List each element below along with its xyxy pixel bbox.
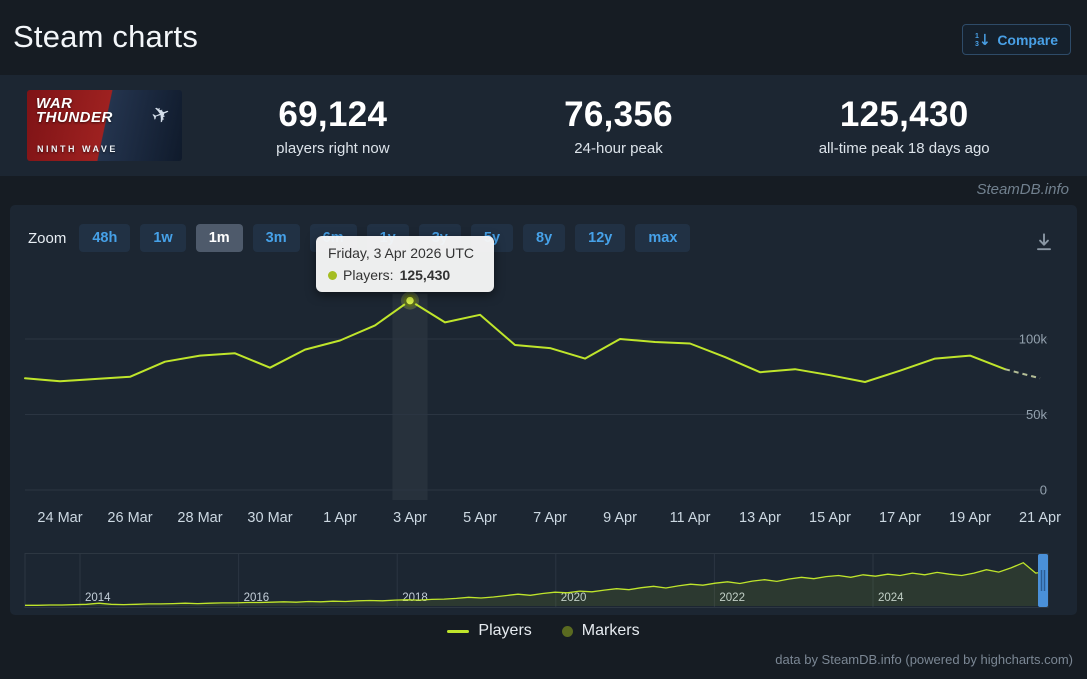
tooltip-date: Friday, 3 Apr 2026 UTC — [328, 245, 475, 261]
zoom-button-1m[interactable]: 1m — [195, 224, 243, 252]
watermark: SteamDB.info — [976, 181, 1069, 198]
svg-text:1: 1 — [975, 33, 979, 40]
legend-label: Markers — [581, 622, 640, 639]
peak-24h-value: 76,356 — [564, 94, 673, 134]
x-axis-label: 21 Apr — [1019, 510, 1061, 526]
x-axis-label: 26 Mar — [107, 510, 152, 526]
tooltip-series-label: Players: — [343, 267, 394, 283]
stat-24h-peak: 76,356 24-hour peak — [476, 75, 762, 176]
legend-line-swatch — [447, 629, 470, 633]
zoom-button-max[interactable]: max — [635, 224, 691, 252]
x-axis-label: 3 Apr — [393, 510, 427, 526]
players-chart[interactable]: 0 50k 100k 24 Mar 26 Mar 28 Mar 30 Mar 1 Apr 3 A… — [10, 205, 1077, 615]
x-axis-label: 5 Apr — [463, 510, 497, 526]
x-axis-label: 19 Apr — [949, 510, 991, 526]
players-now-value: 69,124 — [278, 94, 388, 134]
x-axis-label: 24 Mar — [37, 510, 82, 526]
y-axis-label: 50k — [1026, 407, 1047, 422]
game-capsule[interactable]: WAR THUNDER ✈ NINTH WAVE — [27, 90, 182, 161]
compare-button[interactable]: 1 3 Compare — [962, 24, 1071, 55]
x-axis-label: 13 Apr — [739, 510, 781, 526]
compare-label: Compare — [997, 31, 1058, 48]
legend-item-markers[interactable]: Markers — [561, 622, 640, 640]
x-axis-label: 30 Mar — [247, 510, 292, 526]
page-title: Steam charts — [13, 19, 199, 54]
stats-row: 69,124 players right now 76,356 24-hour … — [190, 75, 1047, 176]
svg-text:3: 3 — [975, 41, 979, 47]
alltime-peak-label: all-time peak 18 days ago — [818, 139, 990, 157]
zoom-toolbar: Zoom 48h1w1m3m6m1y3y5y8y12ymax — [28, 224, 691, 252]
game-logo-text: WAR THUNDER — [36, 95, 113, 126]
x-axis-label: 1 Apr — [323, 510, 357, 526]
zoom-label: Zoom — [28, 229, 67, 247]
players-line-partial — [1004, 368, 1041, 380]
stat-alltime-peak: 125,430 all-time peak 18 days ago — [761, 75, 1047, 176]
navigator-year-label: 2016 — [244, 592, 270, 604]
zoom-button-8y[interactable]: 8y — [523, 224, 566, 252]
tooltip-marker-dot — [328, 270, 337, 280]
tooltip-value: 125,430 — [399, 267, 451, 283]
download-icon — [1037, 233, 1051, 251]
plane-icon: ✈ — [147, 99, 174, 130]
chart-panel: 0 50k 100k 24 Mar 26 Mar 28 Mar 30 Mar 1 Apr 3 A… — [10, 205, 1077, 615]
navigator-year-label: 2020 — [561, 592, 587, 604]
stats-panel: WAR THUNDER ✈ NINTH WAVE 69,124 players … — [0, 75, 1087, 176]
navigator-year-label: 2014 — [85, 592, 111, 604]
zoom-button-3m[interactable]: 3m — [252, 224, 300, 252]
chart-tooltip: Friday, 3 Apr 2026 UTC Players: 125,430 — [316, 236, 494, 292]
stat-players-now: 69,124 players right now — [190, 75, 476, 176]
y-axis-label: 100k — [1019, 332, 1048, 347]
navigator-line — [25, 561, 1049, 606]
x-axis-label: 15 Apr — [809, 510, 851, 526]
legend-label: Players — [478, 622, 532, 639]
download-chart-button[interactable] — [1033, 231, 1055, 256]
x-axis-label: 9 Apr — [603, 510, 637, 526]
x-axis-label: 11 Apr — [670, 510, 711, 526]
crosshair-band — [392, 293, 428, 500]
legend-dot-swatch — [561, 625, 573, 637]
navigator-area — [25, 562, 1048, 606]
players-line — [24, 299, 1006, 383]
zoom-button-1w[interactable]: 1w — [140, 224, 186, 252]
tooltip-row: Players: 125,430 — [328, 267, 482, 283]
navigator-year-label: 2024 — [878, 592, 904, 604]
x-axis-label: 7 Apr — [533, 510, 567, 526]
game-subtitle: NINTH WAVE — [37, 144, 118, 154]
highcharts-credits: data by SteamDB.info (powered by highcha… — [775, 652, 1073, 667]
zoom-button-48h[interactable]: 48h — [79, 224, 131, 252]
zoom-button-12y[interactable]: 12y — [575, 224, 626, 252]
x-axis-label: 17 Apr — [879, 510, 921, 526]
navigator-year-label: 2018 — [402, 592, 428, 604]
navigator-handle[interactable] — [1038, 554, 1048, 607]
alltime-peak-value: 125,430 — [839, 94, 969, 134]
peak-marker[interactable] — [403, 294, 417, 307]
x-axis-label: 28 Mar — [177, 510, 222, 526]
compare-icon: 1 3 — [975, 33, 989, 47]
page-header: Steam charts 1 3 Compare — [0, 0, 1087, 70]
peak-24h-label: 24-hour peak — [574, 139, 663, 157]
chart-legend: Players Markers — [0, 622, 1087, 640]
y-axis-label: 0 — [1040, 483, 1047, 498]
players-now-label: players right now — [276, 139, 390, 157]
legend-item-players[interactable]: Players — [447, 622, 532, 640]
navigator-year-label: 2022 — [719, 592, 745, 604]
